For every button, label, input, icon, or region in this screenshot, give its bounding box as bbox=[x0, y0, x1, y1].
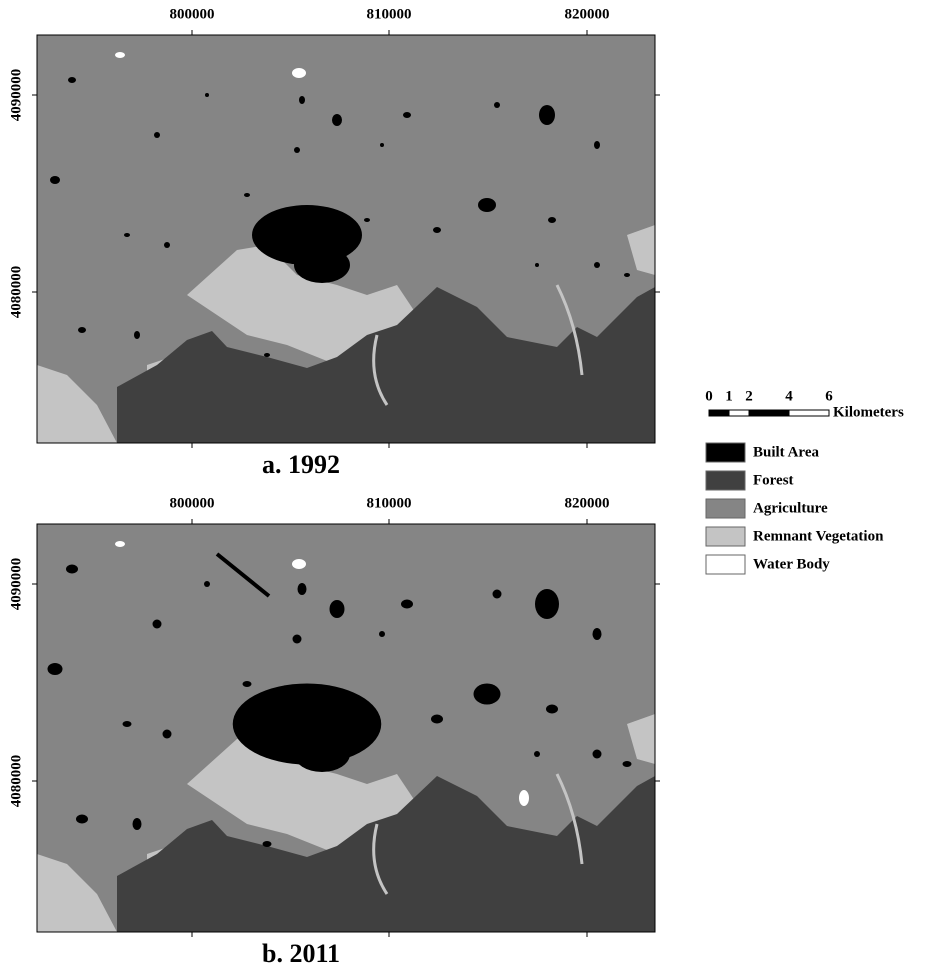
built-patch bbox=[134, 331, 140, 339]
built-patch bbox=[403, 112, 411, 118]
built-patch bbox=[204, 581, 210, 587]
built-patch bbox=[594, 262, 600, 268]
built-patch bbox=[164, 242, 170, 248]
panel-caption: b. 2011 bbox=[262, 939, 340, 968]
built-patch bbox=[48, 663, 63, 675]
scale-segment bbox=[789, 410, 829, 416]
x-tick-label: 800000 bbox=[170, 495, 215, 511]
built-patch bbox=[431, 715, 443, 724]
built-patch bbox=[494, 102, 500, 108]
scale-label: 0 bbox=[705, 388, 713, 404]
built-patch bbox=[474, 684, 501, 705]
legend-swatch bbox=[706, 555, 745, 574]
built-patch bbox=[294, 147, 300, 153]
legend-label: Agriculture bbox=[753, 500, 828, 516]
figure: 80000081000082000040900004080000a. 19928… bbox=[0, 0, 925, 971]
built-patch bbox=[493, 590, 502, 599]
built-patch bbox=[293, 635, 302, 644]
built-patch bbox=[363, 706, 372, 712]
built-patch bbox=[163, 730, 172, 739]
built-core bbox=[294, 247, 350, 283]
x-tick-label: 800000 bbox=[170, 6, 215, 22]
built-patch bbox=[76, 815, 88, 824]
scale-segment bbox=[729, 410, 749, 416]
water-patch bbox=[292, 559, 306, 569]
water-patch bbox=[115, 541, 125, 547]
built-patch bbox=[379, 631, 385, 637]
legend-swatch bbox=[706, 527, 745, 546]
built-patch bbox=[66, 565, 78, 574]
built-patch bbox=[330, 600, 345, 618]
water-patch bbox=[292, 68, 306, 78]
built-patch bbox=[593, 750, 602, 759]
water-patch bbox=[519, 790, 529, 806]
legend-label: Water Body bbox=[753, 556, 830, 572]
built-patch bbox=[298, 583, 307, 595]
scale-segment bbox=[749, 410, 789, 416]
built-patch bbox=[546, 705, 558, 714]
built-patch bbox=[535, 263, 539, 267]
built-patch bbox=[263, 841, 272, 847]
x-tick-label: 820000 bbox=[565, 6, 610, 22]
built-patch bbox=[433, 227, 441, 233]
map-panel: 800000 810000 820000 4090000 4080000 a. 1992 bbox=[8, 6, 660, 479]
built-patch bbox=[364, 218, 370, 222]
built-patch bbox=[68, 77, 76, 83]
built-patch bbox=[539, 105, 555, 125]
built-patch bbox=[623, 761, 632, 767]
scale-label: 1 bbox=[725, 388, 733, 404]
scale-label: 6 bbox=[825, 388, 833, 404]
legend-swatch bbox=[706, 443, 745, 462]
built-patch bbox=[299, 96, 305, 104]
x-tick-label: 810000 bbox=[367, 6, 412, 22]
y-tick-label: 4090000 bbox=[8, 69, 24, 122]
built-patch bbox=[332, 114, 342, 126]
x-tick-label: 810000 bbox=[367, 495, 412, 511]
y-tick-label: 4080000 bbox=[8, 266, 24, 319]
built-patch bbox=[594, 141, 600, 149]
built-patch bbox=[401, 600, 413, 609]
built-core bbox=[294, 736, 350, 772]
built-patch bbox=[153, 620, 162, 629]
built-patch bbox=[264, 353, 270, 357]
y-tick-label: 4080000 bbox=[8, 755, 24, 808]
built-patch bbox=[548, 217, 556, 223]
built-patch bbox=[534, 751, 540, 757]
y-tick-label: 4090000 bbox=[8, 558, 24, 611]
built-patch bbox=[478, 198, 496, 212]
legend-label: Forest bbox=[753, 472, 794, 488]
legend-swatch bbox=[706, 499, 745, 518]
panel-caption: a. 1992 bbox=[262, 450, 340, 479]
built-patch bbox=[244, 193, 250, 197]
built-patch bbox=[205, 93, 209, 97]
legend-label: Remnant Vegetation bbox=[753, 528, 884, 544]
x-tick-label: 820000 bbox=[565, 495, 610, 511]
built-patch bbox=[624, 273, 630, 277]
built-patch bbox=[154, 132, 160, 138]
scale-label: 2 bbox=[745, 388, 753, 404]
built-patch bbox=[593, 628, 602, 640]
built-patch bbox=[133, 818, 142, 830]
built-patch bbox=[124, 233, 130, 237]
scale-segment bbox=[709, 410, 729, 416]
map-panel: 800000 810000 820000 4090000 4080000 b. 2011 bbox=[8, 495, 660, 968]
built-patch bbox=[123, 721, 132, 727]
built-patch bbox=[380, 143, 384, 147]
built-patch bbox=[50, 176, 60, 184]
built-patch bbox=[78, 327, 86, 333]
built-patch bbox=[535, 589, 559, 619]
built-patch bbox=[243, 681, 252, 687]
legend-swatch bbox=[706, 471, 745, 490]
scale-unit: Kilometers bbox=[833, 404, 904, 420]
scale-label: 4 bbox=[785, 388, 793, 404]
water-patch bbox=[115, 52, 125, 58]
legend-label: Built Area bbox=[753, 444, 819, 460]
